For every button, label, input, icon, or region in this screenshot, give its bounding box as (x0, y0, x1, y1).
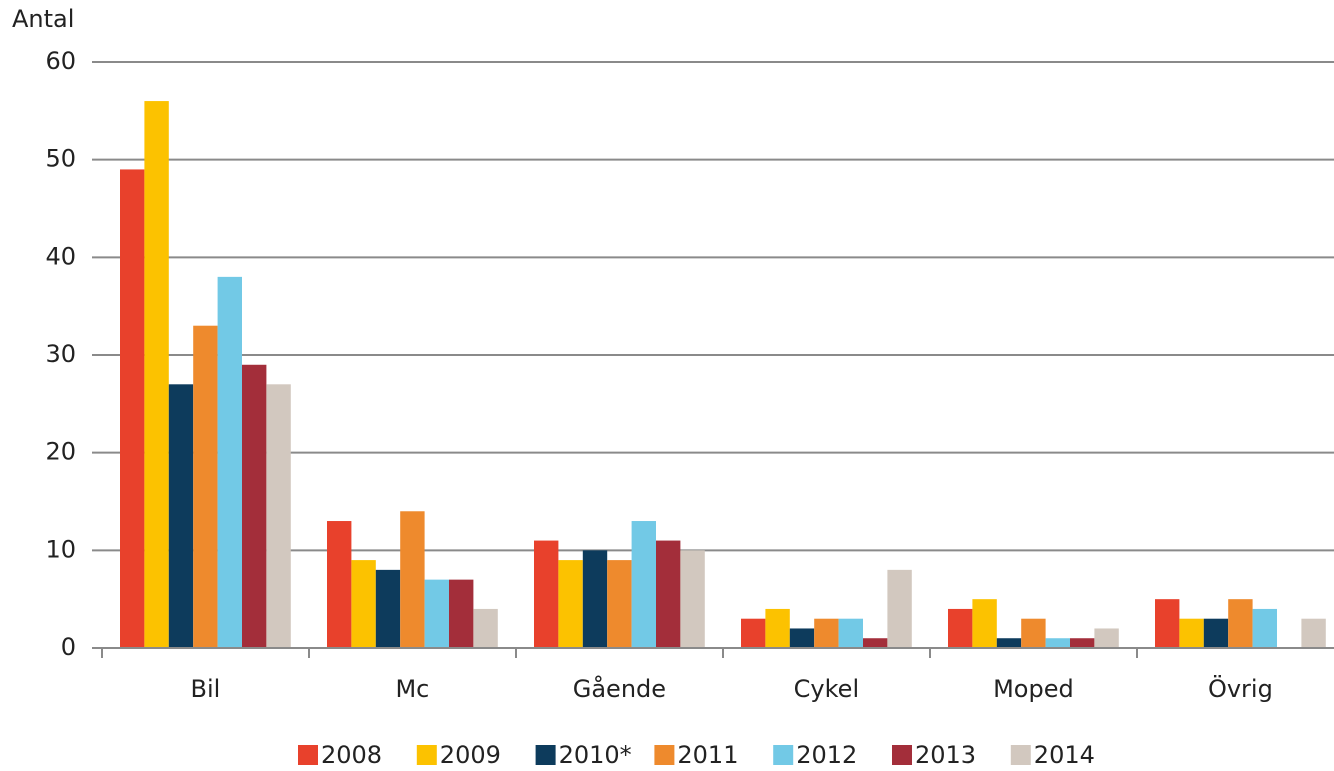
bar (582, 550, 608, 648)
bar (631, 521, 656, 648)
bar (1301, 618, 1326, 648)
legend-swatch (773, 745, 794, 765)
legend-swatch (1010, 745, 1031, 765)
legend-swatch (892, 745, 912, 765)
x-tick-label: Gående (573, 674, 666, 703)
legend-swatch (535, 745, 556, 765)
legend-swatch (298, 745, 318, 765)
bar (972, 599, 997, 648)
legend-label: 2008 (321, 741, 382, 769)
bar (765, 608, 790, 648)
y-tick-label: 20 (45, 438, 76, 466)
bar (120, 169, 145, 648)
y-tick-label: 50 (45, 145, 76, 173)
legend-swatch (654, 745, 675, 765)
legend-label: 2011 (677, 741, 738, 769)
bar (789, 628, 815, 648)
bar (242, 364, 267, 648)
bar (680, 550, 705, 648)
bar (656, 540, 681, 648)
bar (1155, 599, 1180, 648)
y-tick-label: 60 (45, 47, 76, 75)
bar (266, 384, 291, 648)
bar (400, 511, 425, 648)
y-tick-label: 40 (45, 242, 76, 270)
bar (193, 325, 218, 648)
legend-label: 2009 (440, 741, 501, 769)
bar (1094, 628, 1119, 648)
bar (168, 384, 194, 648)
x-tick-label: Övrig (1208, 674, 1273, 703)
bar (948, 608, 973, 648)
bar (838, 618, 863, 648)
bar (144, 101, 169, 649)
legend-label: 2013 (915, 741, 976, 769)
bar (607, 560, 632, 648)
bar (558, 560, 583, 648)
legend-label: 2010* (559, 741, 632, 769)
bar (449, 579, 474, 648)
bar (473, 608, 498, 648)
bar (1252, 608, 1277, 648)
y-axis-label: Antal (12, 5, 74, 33)
bar (1021, 618, 1046, 648)
bar (887, 569, 912, 648)
legend-label: 2014 (1034, 741, 1095, 769)
y-tick-label: 0 (61, 633, 76, 661)
y-tick-label: 30 (45, 340, 76, 368)
bar (375, 569, 401, 648)
bar (741, 618, 766, 648)
bar (351, 560, 376, 648)
bar (327, 521, 352, 648)
bar (863, 638, 888, 648)
x-tick-label: Cykel (794, 675, 859, 703)
bar (1045, 638, 1070, 648)
bar (534, 540, 559, 648)
legend-swatch (416, 745, 437, 765)
bar (814, 618, 839, 648)
x-tick-label: Bil (190, 675, 220, 703)
bar (1179, 618, 1204, 648)
bar (996, 638, 1022, 648)
y-tick-label: 10 (45, 535, 76, 563)
bar (424, 579, 449, 648)
bar (1070, 638, 1095, 648)
bar (1203, 618, 1229, 648)
bar (1228, 599, 1253, 648)
x-tick-label: Moped (993, 675, 1074, 703)
legend-label: 2012 (796, 741, 857, 769)
x-tick-label: Mc (395, 675, 429, 703)
bar (217, 276, 242, 648)
